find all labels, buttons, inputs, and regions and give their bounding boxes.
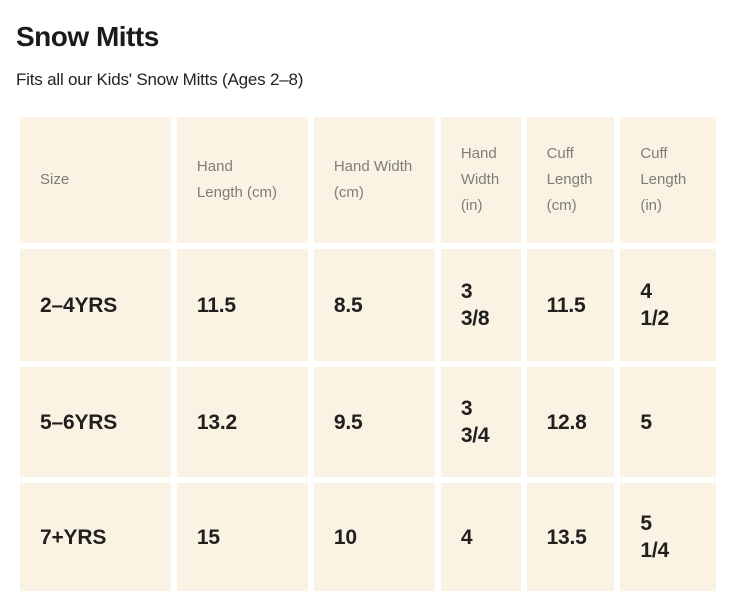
value-cell-hand-width-in: 3 3/8 xyxy=(440,249,521,361)
column-header-cuff-length-cm: Cuff Length (cm) xyxy=(526,117,615,243)
value-cell-cuff-length-in: 5 xyxy=(620,367,716,477)
value-cell-cuff-length-cm: 13.5 xyxy=(526,483,615,591)
value-cell-hand-width-cm: 8.5 xyxy=(313,249,435,361)
value-cell-hand-width-cm: 10 xyxy=(313,483,435,591)
header-row: Size Hand Length (cm) Hand Width (cm) Ha… xyxy=(20,117,716,243)
value-cell-hand-length-cm: 13.2 xyxy=(176,367,308,477)
size-cell: 2–4YRS xyxy=(20,249,171,361)
table-row-5-6yrs: 5–6YRS 13.2 9.5 3 3/4 12.8 5 xyxy=(20,367,716,477)
value-cell-hand-width-in: 4 xyxy=(440,483,521,591)
value-cell-cuff-length-cm: 11.5 xyxy=(526,249,615,361)
value-cell-hand-width-cm: 9.5 xyxy=(313,367,435,477)
column-header-hand-width-cm: Hand Width (cm) xyxy=(313,117,435,243)
column-header-hand-length-cm: Hand Length (cm) xyxy=(176,117,308,243)
value-cell-cuff-length-cm: 12.8 xyxy=(526,367,615,477)
column-header-cuff-length-in: Cuff Length (in) xyxy=(620,117,716,243)
column-header-size: Size xyxy=(20,117,171,243)
table-row-2-4yrs: 2–4YRS 11.5 8.5 3 3/8 11.5 4 1/2 xyxy=(20,249,716,361)
value-cell-hand-width-in: 3 3/4 xyxy=(440,367,521,477)
value-cell-hand-length-cm: 15 xyxy=(176,483,308,591)
size-cell: 5–6YRS xyxy=(20,367,171,477)
value-cell-cuff-length-in: 5 1/4 xyxy=(620,483,716,591)
column-header-hand-width-in: Hand Width (in) xyxy=(440,117,521,243)
value-cell-cuff-length-in: 4 1/2 xyxy=(620,249,716,361)
page-title: Snow Mitts xyxy=(16,21,159,52)
value-cell-hand-length-cm: 11.5 xyxy=(176,249,308,361)
table-row-7plus-yrs: 7+YRS 15 10 4 13.5 5 1/4 xyxy=(20,483,716,591)
page-subtitle: Fits all our Kids' Snow Mitts (Ages 2–8) xyxy=(16,70,304,89)
size-chart-table: Size Hand Length (cm) Hand Width (cm) Ha… xyxy=(14,111,722,597)
size-cell: 7+YRS xyxy=(20,483,171,591)
